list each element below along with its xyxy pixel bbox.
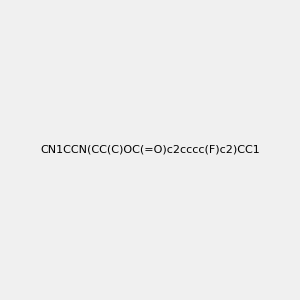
Text: CN1CCN(CC(C)OC(=O)c2cccc(F)c2)CC1: CN1CCN(CC(C)OC(=O)c2cccc(F)c2)CC1 xyxy=(40,145,260,155)
